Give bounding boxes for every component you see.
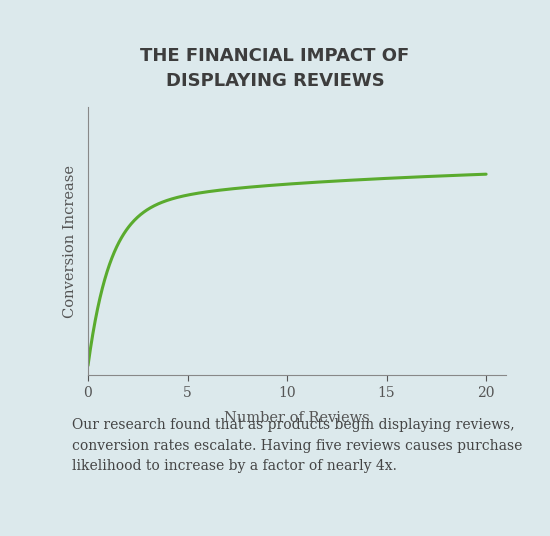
Text: Our research found that as products begin displaying reviews,
conversion rates e: Our research found that as products begi… [72,418,522,473]
X-axis label: Number of Reviews: Number of Reviews [224,411,370,425]
Y-axis label: Conversion Increase: Conversion Increase [63,165,77,318]
Text: THE FINANCIAL IMPACT OF: THE FINANCIAL IMPACT OF [140,47,410,65]
Text: DISPLAYING REVIEWS: DISPLAYING REVIEWS [166,72,384,91]
